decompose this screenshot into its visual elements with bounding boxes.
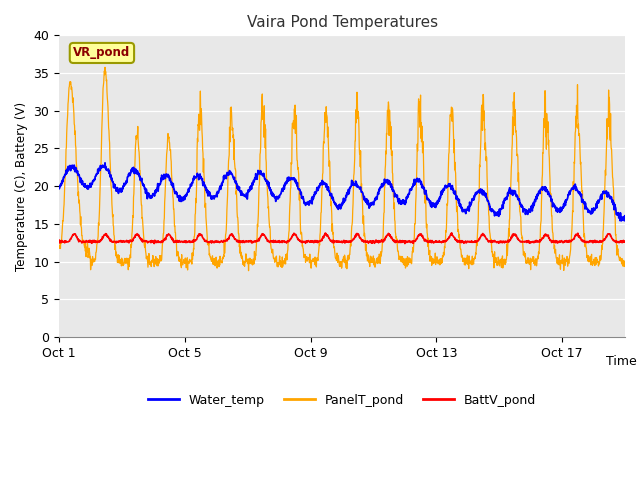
Text: VR_pond: VR_pond xyxy=(74,47,131,60)
Y-axis label: Temperature (C), Battery (V): Temperature (C), Battery (V) xyxy=(15,102,28,271)
Legend: Water_temp, PanelT_pond, BattV_pond: Water_temp, PanelT_pond, BattV_pond xyxy=(143,389,541,412)
Title: Vaira Pond Temperatures: Vaira Pond Temperatures xyxy=(246,15,438,30)
X-axis label: Time: Time xyxy=(605,355,636,368)
